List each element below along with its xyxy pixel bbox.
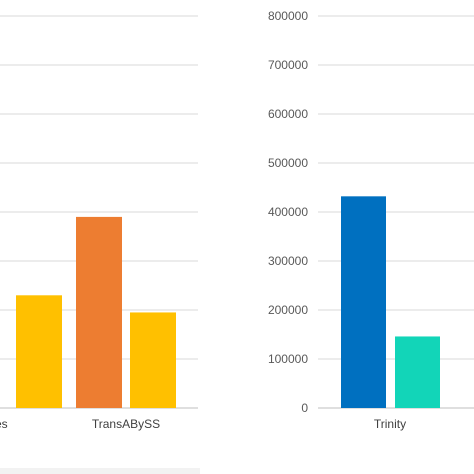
- right-y-tick-label: 300000: [268, 254, 308, 268]
- right-bar-1-series-2: [395, 336, 440, 408]
- right-y-tick-label: 500000: [268, 156, 308, 170]
- left-bar-2-series-1: [76, 216, 122, 408]
- right-y-tick-label: 800000: [268, 9, 308, 23]
- left-bar-1-series-2: [16, 295, 62, 408]
- right-category-label: Trinity: [374, 417, 406, 431]
- right-y-tick-label: 700000: [268, 58, 308, 72]
- right-y-tick-label: 600000: [268, 107, 308, 121]
- right-bar-1-series-1: [341, 196, 386, 408]
- panel-bottom-edge: [0, 468, 200, 474]
- right-y-tick-label: 100000: [268, 352, 308, 366]
- right-y-tick-label: 400000: [268, 205, 308, 219]
- left-chart-panel: des TransABySS: [0, 15, 198, 431]
- left-category-label: des: [0, 417, 8, 431]
- right-chart-panel: 0 100000 200000 300000 400000 500000 600000 700…: [268, 9, 474, 431]
- left-category-label: TransABySS: [92, 417, 160, 431]
- right-y-tick-label: 0: [301, 401, 308, 415]
- left-bar-2-series-2: [130, 312, 176, 408]
- right-y-tick-label: 200000: [268, 303, 308, 317]
